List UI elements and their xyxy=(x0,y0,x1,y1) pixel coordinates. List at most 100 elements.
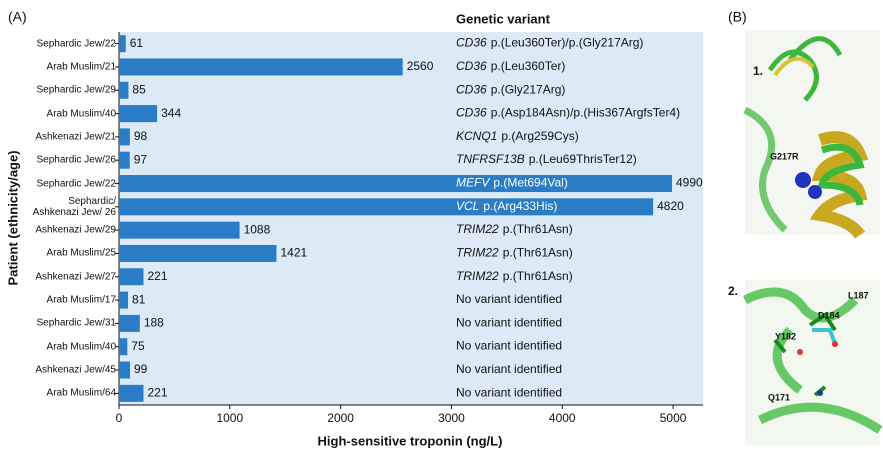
bar-value-label: 4820 xyxy=(657,199,684,213)
bar xyxy=(119,151,130,169)
variant-change: p.(Leu360Ter)/p.(Gly217Arg) xyxy=(491,36,644,50)
variant-change: No variant identified xyxy=(456,339,562,353)
bar xyxy=(119,384,144,402)
bar-value-label: 81 xyxy=(132,292,146,306)
residue-label: L187 xyxy=(848,290,869,300)
x-tick-label: 2000 xyxy=(327,411,354,425)
x-tick-label: 1000 xyxy=(216,411,243,425)
gene-name: TRIM22 xyxy=(456,246,499,260)
x-tick-label: 0 xyxy=(116,411,123,425)
gene-name: VCL xyxy=(456,199,479,213)
variant-label: No variant identified xyxy=(456,339,562,353)
gene-name: TRIM22 xyxy=(456,269,499,283)
y-tick-label: Ashkenazi Jew/45 xyxy=(35,364,116,376)
variant-label: CD36 p.(Leu360Ter) xyxy=(456,59,565,73)
variant-label: TRIM22 p.(Thr61Asn) xyxy=(456,222,573,236)
bar xyxy=(119,81,129,99)
bar-value-label: 99 xyxy=(134,362,148,376)
bar-value-label: 61 xyxy=(130,36,144,50)
bar xyxy=(119,58,403,76)
variant-change: p.(Thr61Asn) xyxy=(503,246,573,260)
residue-label: G217R xyxy=(770,151,799,161)
bar xyxy=(119,338,128,356)
y-tick-label: Arab Muslim/40 xyxy=(46,108,116,120)
x-tick-label: 5000 xyxy=(660,411,687,425)
variant-label: No variant identified xyxy=(456,316,562,330)
variant-change: p.(Arg259Cys) xyxy=(501,129,578,143)
bar xyxy=(119,35,126,53)
y-tick-label: Arab Muslim/17 xyxy=(46,294,116,306)
variant-change: No variant identified xyxy=(456,292,562,306)
gene-name: MEFV xyxy=(456,176,490,190)
bar-value-label: 344 xyxy=(161,106,181,120)
bar-value-label: 221 xyxy=(147,269,167,283)
variant-change: p.(Asp184Asn)/p.(His367ArgfsTer4) xyxy=(491,106,680,120)
variant-change: p.(Met694Val) xyxy=(493,176,567,190)
gene-name: CD36 xyxy=(456,36,487,50)
bar-value-label: 221 xyxy=(147,386,167,400)
variant-label: VCL p.(Arg433His) xyxy=(456,199,557,213)
y-tick-label: Arab Muslim/21 xyxy=(46,61,116,73)
y-tick-label: Ashkenazi Jew/27 xyxy=(35,271,116,283)
bar-value-label: 1421 xyxy=(280,246,307,260)
variant-change: p.(Leu360Ter) xyxy=(491,59,566,73)
gene-name: TRIM22 xyxy=(456,222,499,236)
variant-label: TRIM22 p.(Thr61Asn) xyxy=(456,246,573,260)
variant-change: No variant identified xyxy=(456,362,562,376)
y-tick-label: Ashkenazi Jew/21 xyxy=(35,131,116,143)
variant-label: No variant identified xyxy=(456,292,562,306)
variant-change: p.(Thr61Asn) xyxy=(503,222,573,236)
y-tick-label: Arab Muslim/64 xyxy=(46,387,116,399)
bar-value-label: 98 xyxy=(134,129,148,143)
bar xyxy=(119,221,240,239)
plot-background xyxy=(119,32,703,405)
bar xyxy=(119,105,158,123)
gene-name: KCNQ1 xyxy=(456,129,497,143)
y-tick-label: Sephardic Jew/29 xyxy=(36,84,117,96)
structure-image xyxy=(742,30,883,445)
bar-value-label: 188 xyxy=(144,316,164,330)
y-tick-label: Sephardic Jew/22 xyxy=(36,38,117,50)
variant-label: No variant identified xyxy=(456,362,562,376)
gene-name: CD36 xyxy=(456,59,487,73)
y-tick-label: Sephardic Jew/31 xyxy=(36,317,117,329)
variant-label: CD36 p.(Gly217Arg) xyxy=(456,82,565,96)
variant-label: No variant identified xyxy=(456,386,562,400)
bar-value-label: 85 xyxy=(132,82,146,96)
variant-change: p.(Leu69ThrisTer12) xyxy=(529,152,637,166)
residue-label: Y182 xyxy=(775,331,796,341)
bar xyxy=(119,291,128,309)
residue-label: D184 xyxy=(818,310,840,320)
variant-label: MEFV p.(Met694Val) xyxy=(456,176,568,190)
bar xyxy=(119,268,144,286)
y-tick-label: Arab Muslim/25 xyxy=(46,247,116,259)
variant-change: No variant identified xyxy=(456,316,562,330)
y-axis-title: Patient (ethnicity/age) xyxy=(5,150,20,285)
variant-label: TRIM22 p.(Thr61Asn) xyxy=(456,269,573,283)
y-tick-label: Sephardic/ Ashkenazi Jew/ 26 xyxy=(32,195,116,218)
variant-change: p.(Arg433His) xyxy=(483,199,557,213)
gene-name: TNFRSF13B xyxy=(456,152,525,166)
bar xyxy=(119,128,130,146)
x-tick-label: 3000 xyxy=(438,411,465,425)
bar-value-label: 4990 xyxy=(676,176,703,190)
gene-name: CD36 xyxy=(456,82,487,96)
view-label: 1. xyxy=(753,64,763,78)
bar xyxy=(119,244,277,262)
variant-label: CD36 p.(Leu360Ter)/p.(Gly217Arg) xyxy=(456,36,643,50)
panel-label: (A) xyxy=(8,9,27,25)
variant-label: TNFRSF13B p.(Leu69ThrisTer12) xyxy=(456,152,637,166)
view-label: 2. xyxy=(728,284,738,298)
variant-label: KCNQ1 p.(Arg259Cys) xyxy=(456,129,579,143)
bar-value-label: 2560 xyxy=(407,59,434,73)
y-tick-label: Arab Muslim/40 xyxy=(46,341,116,353)
bar xyxy=(119,361,130,379)
y-tick-label: Ashkenazi Jew/29 xyxy=(35,224,116,236)
variant-header: Genetic variant xyxy=(456,11,551,26)
x-axis-title: High-sensitive troponin (ng/L) xyxy=(318,433,503,448)
bar-value-label: 97 xyxy=(134,152,148,166)
bar xyxy=(119,314,140,332)
bar xyxy=(119,175,672,193)
